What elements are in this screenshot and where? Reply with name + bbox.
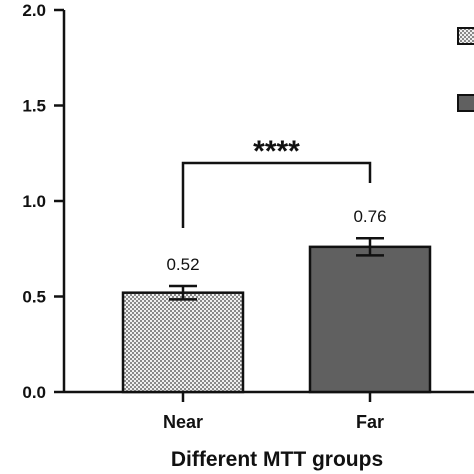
- y-tick-label: 1.5: [22, 97, 46, 116]
- significance-stars: ****: [253, 135, 300, 168]
- legend-swatch-far: [457, 94, 474, 112]
- y-tick-label: 1.0: [22, 192, 46, 211]
- data-label: 0.76: [353, 207, 386, 226]
- legend-swatch-near: [457, 27, 474, 45]
- data-label: 0.52: [166, 255, 199, 274]
- bar-far: [308, 245, 432, 394]
- y-tick-label: 0.5: [22, 288, 46, 307]
- x-category-label: Near: [163, 412, 203, 432]
- bar-near: [121, 291, 245, 394]
- significance-bracket: [181, 161, 372, 228]
- y-tick-label: 0.0: [22, 383, 46, 402]
- x-axis-title: Different MTT groups: [171, 448, 383, 471]
- y-tick-label: 2.0: [22, 1, 46, 20]
- x-category-label: Far: [356, 412, 384, 432]
